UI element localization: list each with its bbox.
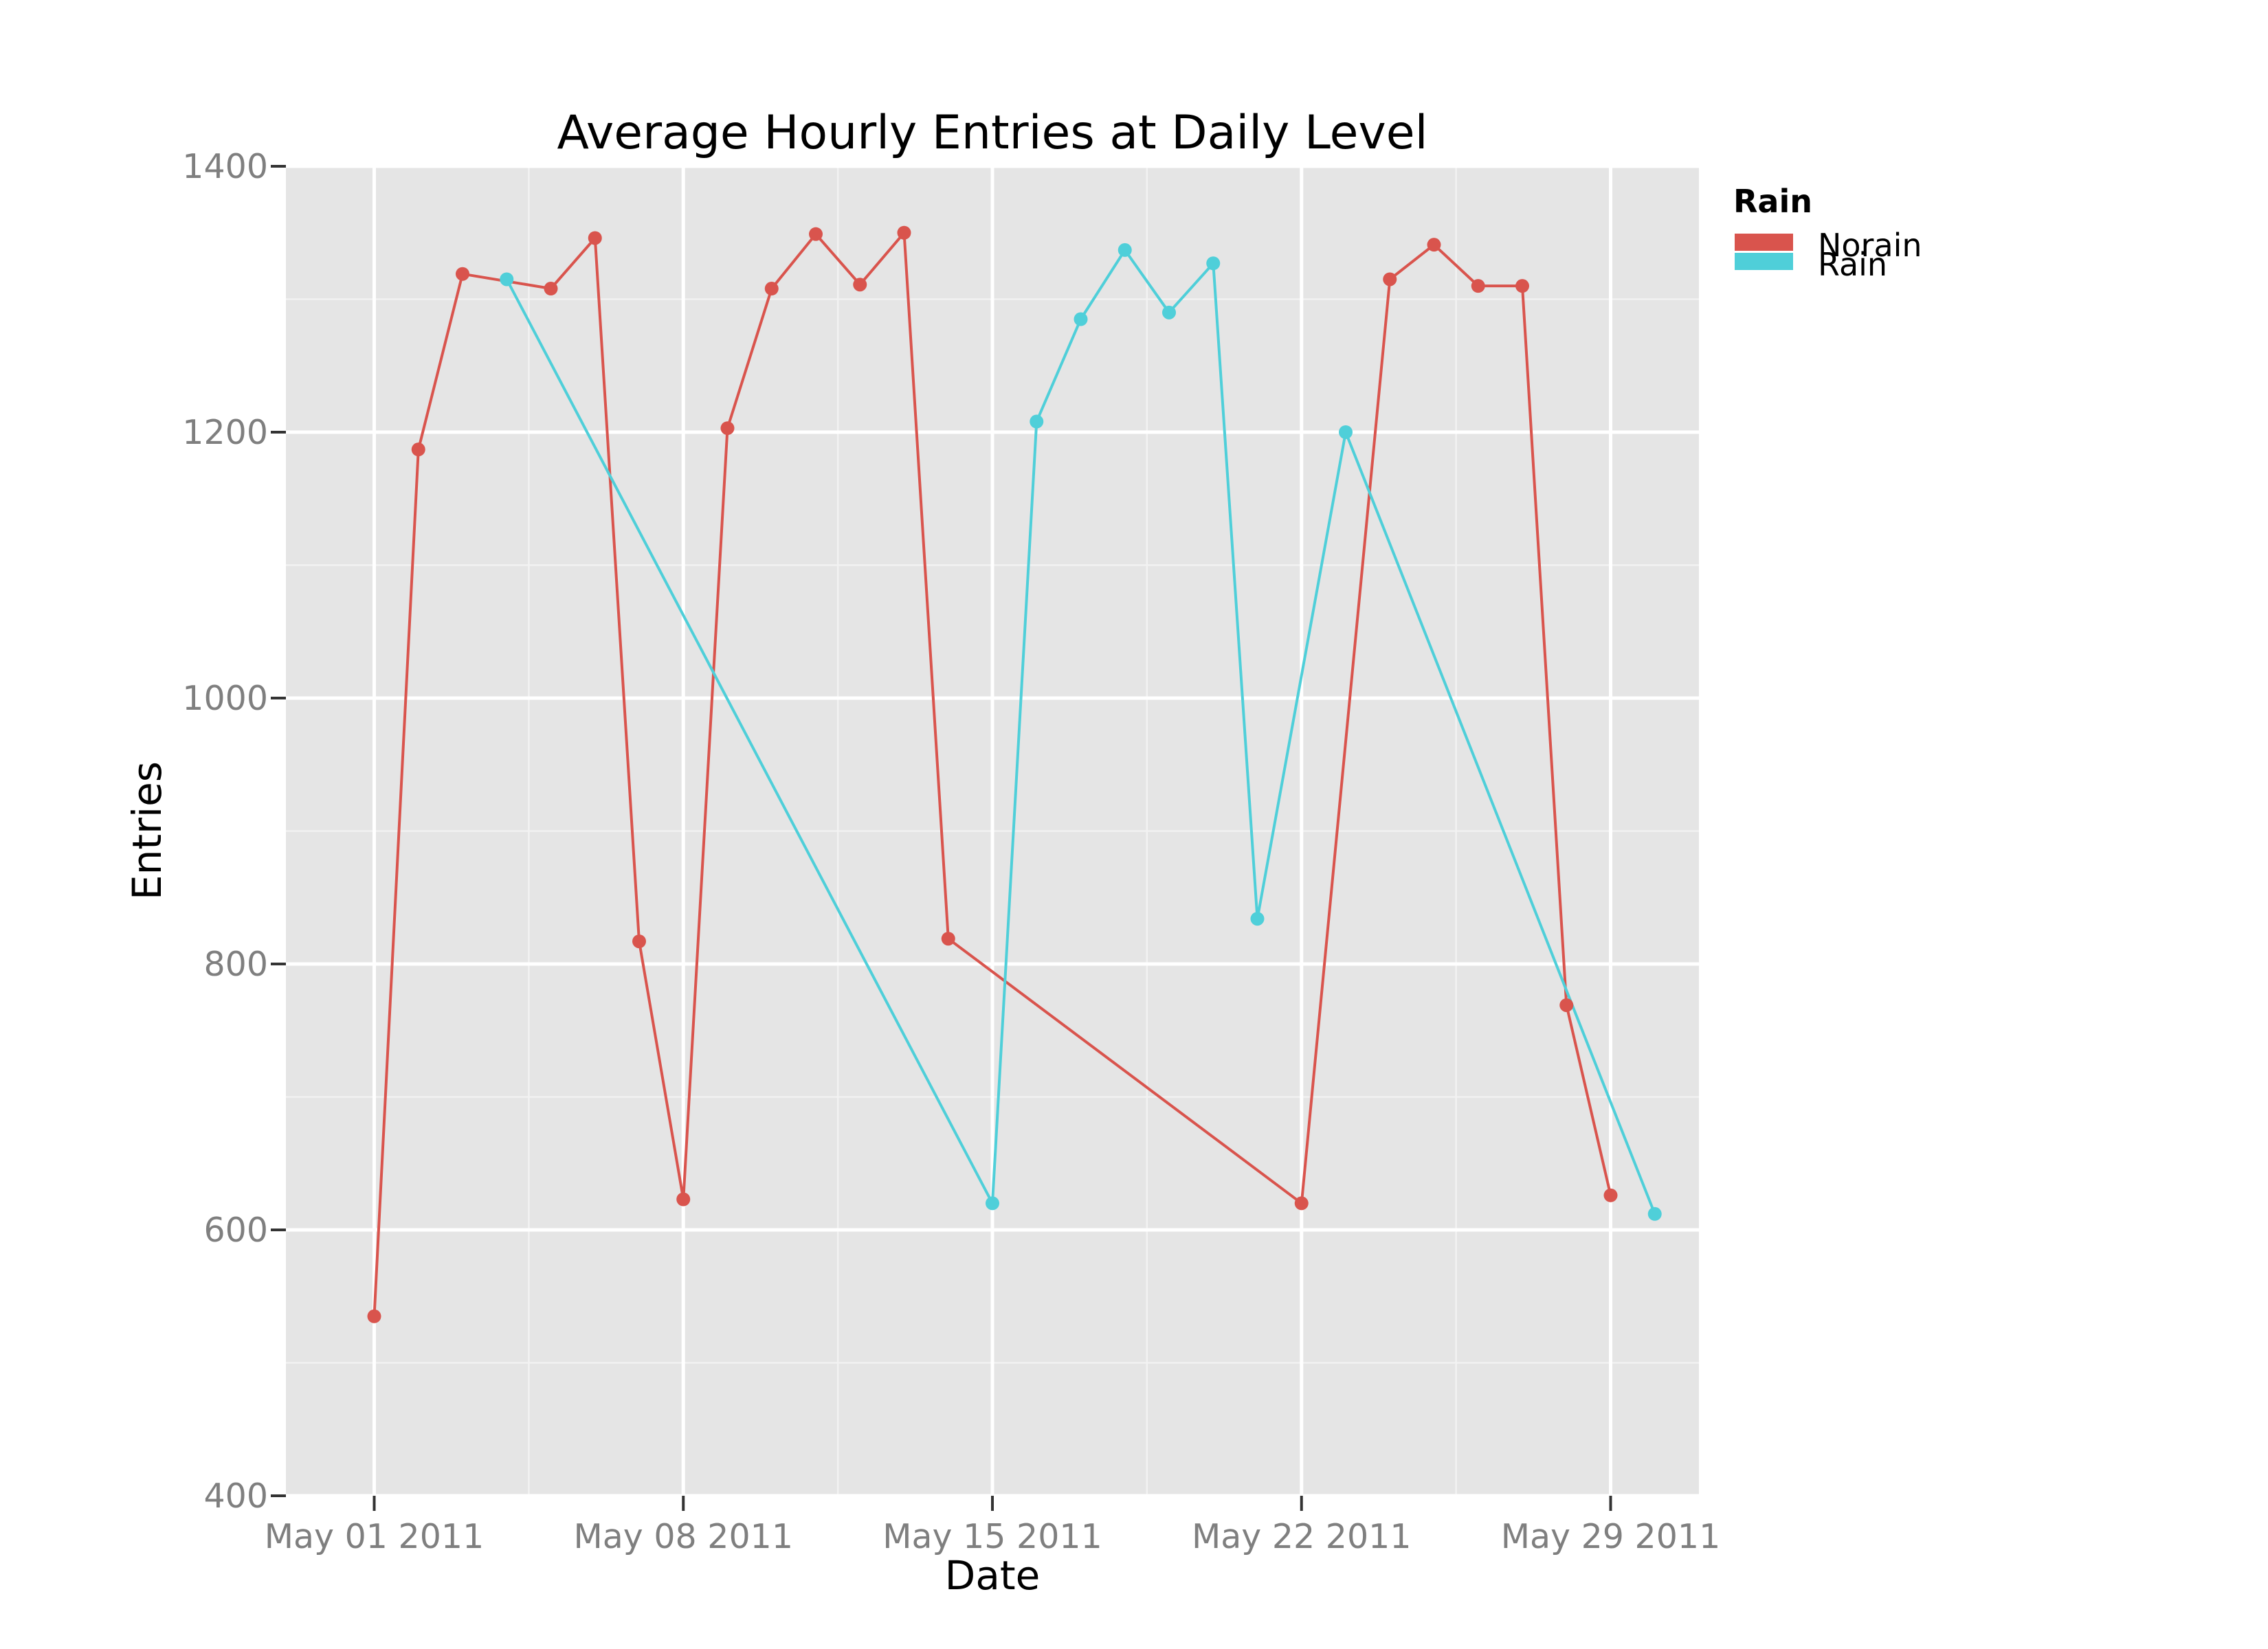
data-point-norain (411, 442, 425, 457)
y-tick-label: 600 (203, 1211, 268, 1250)
data-point-norain (941, 932, 955, 946)
data-point-norain (632, 934, 646, 949)
data-point-norain (897, 225, 911, 240)
y-tick-label: 1400 (182, 147, 268, 186)
data-point-norain (764, 282, 779, 296)
x-tick-label: May 22 2011 (1192, 1517, 1412, 1556)
data-point-norain (853, 278, 867, 292)
data-point-rain (1118, 243, 1132, 257)
data-point-rain (1030, 414, 1044, 429)
data-point-norain (720, 421, 735, 436)
series-points (367, 225, 1662, 1323)
data-point-norain (809, 227, 823, 241)
data-point-rain (1162, 305, 1176, 319)
x-tick-label: May 01 2011 (265, 1517, 485, 1556)
data-point-rain (500, 272, 514, 287)
chart-title: Average Hourly Entries at Daily Level (557, 106, 1428, 160)
series-line-norain (373, 231, 1612, 1316)
axes: 400 600 800 1000 1200 1400 May 01 2011 May 08 2… (182, 147, 1720, 1556)
y-tick-label: 1000 (182, 679, 268, 718)
data-point-norain (1515, 279, 1529, 293)
series-lines (373, 231, 1656, 1316)
x-tick-label: May 15 2011 (882, 1517, 1102, 1556)
data-point-rain (1339, 425, 1353, 439)
series-line-rain (505, 248, 1656, 1215)
data-point-rain (986, 1196, 999, 1211)
data-point-norain (1294, 1196, 1309, 1211)
data-point-norain (1471, 279, 1485, 293)
legend-label: Norain (1818, 227, 1922, 264)
legend-key-rain (1735, 253, 1793, 270)
data-point-norain (1427, 238, 1441, 252)
data-point-norain (1383, 272, 1397, 287)
data-point-norain (456, 267, 469, 281)
data-point-norain (588, 231, 602, 245)
data-point-rain (1647, 1207, 1662, 1221)
x-tick-label: May 08 2011 (573, 1517, 793, 1556)
data-point-norain (367, 1309, 381, 1323)
data-point-norain (1559, 998, 1574, 1012)
data-point-norain (1603, 1188, 1618, 1202)
y-tick-label: 800 (203, 945, 268, 984)
legend-label: Rain (1818, 246, 1887, 283)
x-axis-title: Date (945, 1552, 1041, 1599)
data-point-norain (676, 1192, 691, 1207)
data-point-rain (1206, 256, 1221, 271)
legend-title: Rain (1733, 183, 1812, 220)
data-point-rain (1250, 912, 1265, 926)
data-point-norain (544, 282, 558, 296)
y-axis-title: Entries (124, 761, 170, 900)
y-tick-label: 400 (203, 1477, 268, 1516)
legend-key-norain (1735, 234, 1793, 251)
data-point-rain (1074, 312, 1088, 326)
y-tick-label: 1200 (182, 413, 268, 452)
x-tick-label: May 29 2011 (1501, 1517, 1721, 1556)
